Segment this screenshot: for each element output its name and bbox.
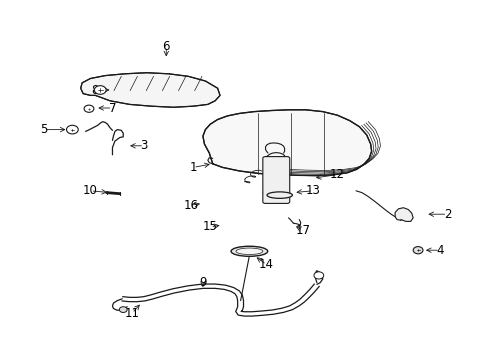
Text: 17: 17 (295, 224, 310, 237)
Text: 7: 7 (108, 102, 116, 114)
Text: 15: 15 (203, 220, 217, 233)
Text: 9: 9 (199, 276, 206, 289)
Ellipse shape (231, 246, 267, 256)
Circle shape (84, 105, 94, 112)
Text: 10: 10 (83, 184, 98, 197)
Text: 4: 4 (435, 244, 443, 257)
Text: 16: 16 (183, 199, 198, 212)
Circle shape (94, 86, 106, 94)
Text: 6: 6 (162, 40, 170, 53)
FancyBboxPatch shape (263, 157, 289, 203)
Circle shape (119, 307, 127, 312)
Text: 11: 11 (124, 307, 139, 320)
Polygon shape (203, 110, 371, 176)
Ellipse shape (266, 192, 292, 198)
Text: 12: 12 (329, 168, 344, 181)
Text: 14: 14 (259, 258, 273, 271)
Text: 13: 13 (305, 184, 320, 197)
Text: 2: 2 (443, 208, 450, 221)
Text: 8: 8 (91, 84, 99, 96)
Polygon shape (394, 208, 412, 221)
Circle shape (66, 125, 78, 134)
Circle shape (313, 272, 323, 279)
Text: 1: 1 (189, 161, 197, 174)
Polygon shape (81, 73, 220, 107)
Circle shape (412, 247, 422, 254)
Ellipse shape (236, 248, 263, 255)
Text: 3: 3 (140, 139, 148, 152)
Text: 5: 5 (40, 123, 48, 136)
